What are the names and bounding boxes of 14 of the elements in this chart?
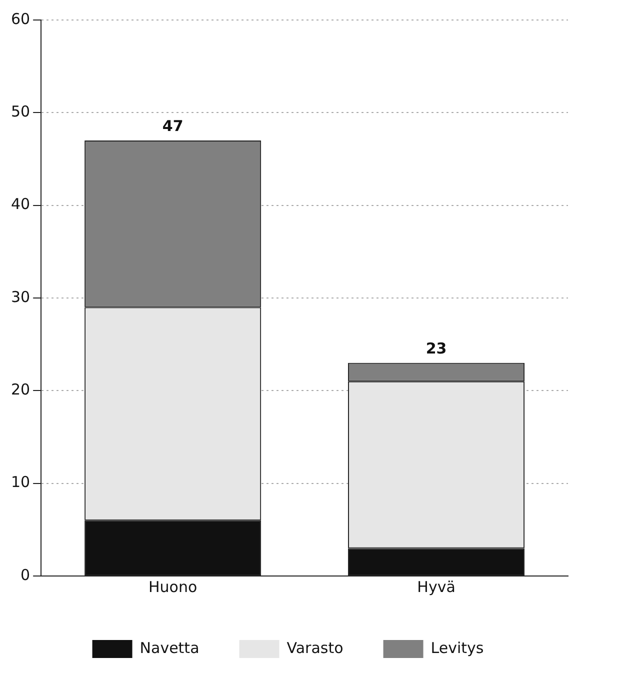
y-tick-label: 50 [10, 102, 30, 121]
x-tick-label: Huono [148, 578, 198, 596]
y-tick-label: 30 [10, 288, 30, 306]
legend-label: Navetta [140, 638, 200, 657]
legend-label: Levitys [430, 638, 484, 657]
total-label: 23 [426, 339, 447, 358]
y-tick-label: 60 [10, 10, 30, 28]
y-tick-label: 40 [10, 195, 30, 214]
y-tick-label: 20 [10, 380, 30, 399]
y-tick-label: 10 [10, 473, 30, 492]
total-label: 47 [162, 116, 184, 135]
y-tick-label: 0 [20, 566, 30, 584]
x-tick-label: Hyvä [417, 578, 456, 596]
legend-label: Varasto [286, 638, 344, 657]
